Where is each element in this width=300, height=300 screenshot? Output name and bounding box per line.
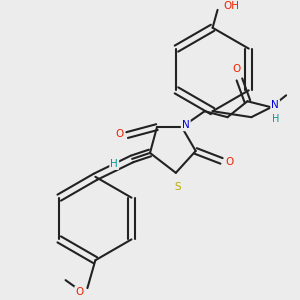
Text: S: S <box>175 182 181 192</box>
Text: H: H <box>272 114 279 124</box>
Text: O: O <box>232 64 241 74</box>
Text: OH: OH <box>224 1 239 11</box>
Text: O: O <box>75 287 84 297</box>
Text: N: N <box>182 120 190 130</box>
Text: O: O <box>225 157 234 167</box>
Text: N: N <box>271 100 279 110</box>
Text: O: O <box>115 129 123 139</box>
Text: H: H <box>110 159 118 169</box>
